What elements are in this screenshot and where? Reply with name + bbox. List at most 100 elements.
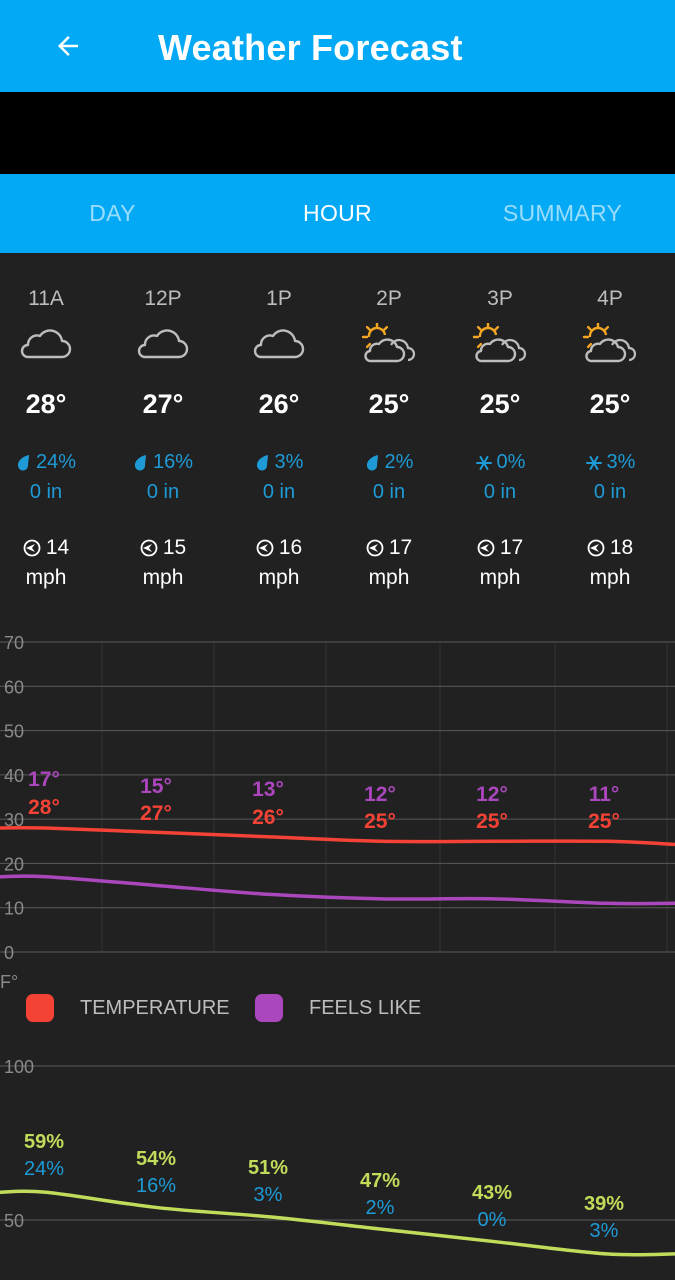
humidity-data-label: 39%: [584, 1193, 624, 1215]
y-axis-label: F°: [0, 972, 18, 992]
legend-temperature[interactable]: TEMPERATURE: [26, 994, 230, 1022]
rain-drop-icon: [134, 454, 146, 471]
hour-temperature: 25°: [589, 389, 631, 419]
precip-amount: 0 in: [29, 481, 63, 503]
precip-data-label: 3%: [254, 1184, 283, 1206]
precip-chance: 2%: [334, 451, 444, 474]
tab-summary[interactable]: SUMMARY: [502, 200, 623, 226]
y-tick-label: 60: [4, 677, 24, 697]
wind-direction-icon: [587, 539, 605, 557]
tab-day[interactable]: DAY: [89, 200, 136, 226]
precip-amount: 0 in: [372, 481, 406, 503]
weather-condition: [472, 321, 528, 367]
wind-speed-value: 16: [278, 536, 303, 559]
humidity-chart: 50 100 59% 24% 54% 16% 51% 3% 47% 2% 43% 0% 39% 3%: [0, 1057, 675, 1257]
precip-data-label: 16%: [136, 1175, 176, 1197]
temperature-data-label: 25°: [476, 810, 508, 833]
precip-chance-value: 3%: [606, 451, 636, 473]
wind-speed: 14: [0, 536, 101, 560]
feels-like-line: [0, 874, 675, 906]
wind-direction-icon: [477, 539, 495, 557]
precip-chance-value: 16%: [152, 451, 194, 473]
weather-condition: [135, 323, 191, 367]
hour-time: 3P: [487, 287, 513, 310]
hour-temperature: 26°: [258, 389, 300, 419]
precip-amount: 0 in: [262, 481, 296, 503]
y-tick-label: 10: [4, 899, 24, 919]
snowflake-icon: [475, 455, 492, 470]
wind-speed-value: 15: [162, 536, 187, 559]
temperature-data-label: 25°: [588, 810, 620, 833]
precip-amount: 0 in: [593, 481, 627, 503]
hour-time: 2P: [376, 287, 402, 310]
wind-direction-icon: [140, 539, 158, 557]
hour-time: 4P: [597, 287, 623, 310]
wind-direction-icon: [366, 539, 384, 557]
wind-speed: 15: [108, 536, 218, 560]
wind-unit: mph: [142, 566, 184, 589]
wind-speed: 17: [445, 536, 555, 560]
y-tick-label: 0: [4, 943, 14, 963]
wind-unit: mph: [25, 566, 67, 589]
wind-speed-value: 14: [45, 536, 70, 559]
hour-time: 11A: [28, 287, 64, 310]
cloud-icon: [253, 329, 305, 359]
hourly-forecast-strip[interactable]: 11A 28° 24% 0 in 14 mph 12P 27° 16% 0 in…: [0, 253, 675, 636]
temperature-line: [0, 825, 675, 847]
rain-drop-icon: [17, 454, 29, 471]
weather-condition: [251, 323, 307, 367]
wind-direction-icon: [256, 539, 274, 557]
partly-sunny-icon: [361, 321, 416, 363]
precip-chance: 3%: [555, 451, 665, 474]
legend-feels-like[interactable]: FEELS LIKE: [255, 994, 421, 1022]
hour-temperature: 28°: [25, 389, 67, 419]
chart-legend: TEMPERATURE FEELS LIKE: [0, 990, 675, 1030]
y-tick-label: 100: [4, 1057, 34, 1077]
cloud-icon: [137, 329, 189, 359]
hour-temperature: 27°: [142, 389, 184, 419]
precip-data-label: 0%: [478, 1209, 507, 1231]
humidity-data-label: 59%: [24, 1131, 64, 1153]
precip-data-label: 2%: [366, 1197, 395, 1219]
feels-like-data-label: 12°: [476, 783, 508, 806]
rain-drop-icon: [366, 454, 378, 471]
wind-direction-icon: [23, 539, 41, 557]
back-button[interactable]: [44, 22, 92, 70]
snowflake-icon: [585, 455, 602, 470]
precip-amount: 0 in: [146, 481, 180, 503]
precip-amount: 0 in: [483, 481, 517, 503]
feels-like-data-label: 13°: [252, 778, 284, 801]
cloud-icon: [20, 329, 72, 359]
temperature-data-label: 27°: [140, 802, 172, 825]
y-tick-label: 40: [4, 766, 24, 786]
precip-data-label: 3%: [590, 1220, 619, 1242]
feels-like-data-label: 17°: [28, 768, 60, 791]
wind-unit: mph: [368, 566, 410, 589]
precip-chance: 16%: [108, 451, 218, 474]
temperature-data-label: 26°: [252, 806, 284, 829]
wind-unit: mph: [258, 566, 300, 589]
weather-condition: [18, 323, 74, 367]
precip-chance: 0%: [445, 451, 555, 474]
arrow-left-icon: [58, 36, 78, 56]
legend-swatch-feels-like: [255, 994, 283, 1022]
legend-label-temperature: TEMPERATURE: [80, 996, 230, 1019]
precip-chance: 3%: [224, 451, 334, 474]
humidity-data-label: 43%: [472, 1182, 512, 1204]
temperature-chart: 0 10 20 30 40 50 60 70 F° 17° 28° 15° 27° 13° 26° 12° 25…: [0, 636, 675, 992]
precip-chance-value: 0%: [496, 451, 526, 473]
hour-time: 1P: [266, 287, 292, 310]
wind-unit: mph: [479, 566, 521, 589]
temperature-data-label: 25°: [364, 810, 396, 833]
rain-drop-icon: [256, 454, 268, 471]
precip-data-label: 24%: [24, 1158, 64, 1180]
y-tick-label: 50: [4, 1211, 24, 1231]
weather-condition: [361, 321, 417, 367]
y-tick-label: 30: [4, 810, 24, 830]
hour-time: 12P: [144, 287, 182, 310]
humidity-data-label: 51%: [248, 1157, 288, 1179]
wind-speed-value: 18: [609, 536, 634, 559]
wind-speed: 18: [555, 536, 665, 560]
precip-chance-value: 24%: [35, 451, 77, 473]
tab-hour[interactable]: HOUR: [303, 200, 372, 226]
